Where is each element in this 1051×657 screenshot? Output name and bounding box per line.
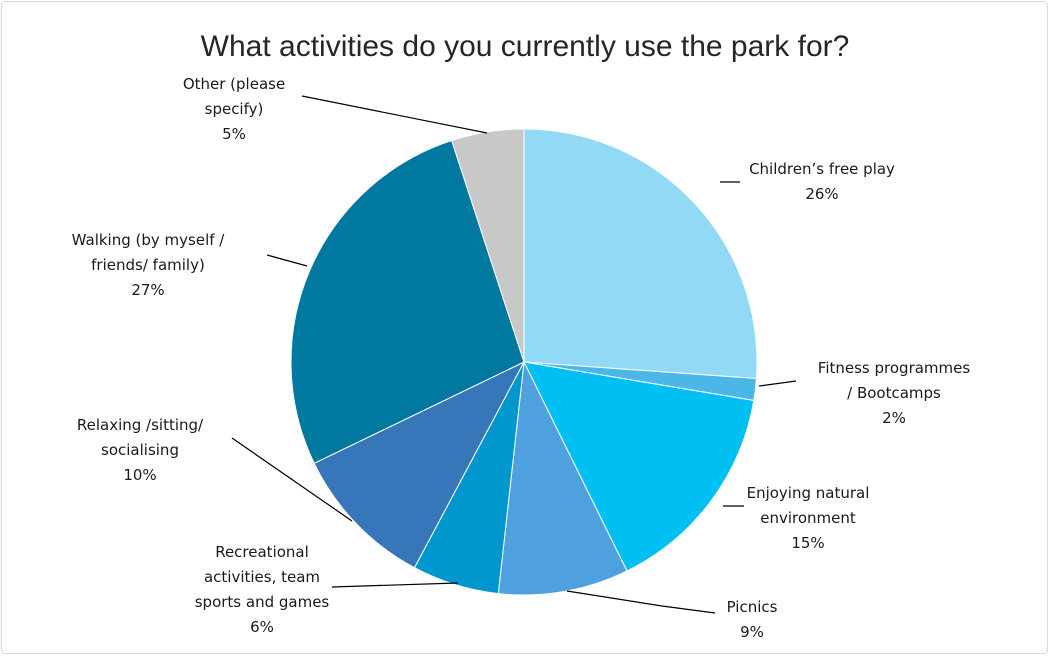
pie-slices (290, 128, 758, 596)
pie-slice (451, 128, 525, 363)
leader-line (566, 590, 716, 614)
slice-label-line: Enjoying natural (747, 484, 870, 502)
leader-line (758, 380, 797, 387)
slice-label-line: Children’s free play (749, 160, 895, 178)
slice-value-label: 10% (123, 466, 156, 484)
slice-label-line: / Bootcamps (847, 384, 941, 402)
chart-title: What activities do you currently use the… (201, 30, 850, 63)
pie-slice (290, 139, 525, 464)
pie-slice (523, 128, 758, 380)
slice-value-label: 26% (805, 185, 838, 203)
slice-label-line: activities, team (204, 568, 320, 586)
slice-label: Other (please specify) 5% (183, 75, 285, 143)
slice-label: Picnics 9% (727, 598, 778, 641)
slice-value-label: 9% (740, 623, 764, 641)
slice-label-line: Picnics (727, 598, 778, 616)
slice-value-label: 27% (131, 281, 164, 299)
slice-value-label: 6% (250, 618, 274, 636)
slice-label: Walking (by myself / friends/ family) 27% (72, 231, 226, 299)
slice-label-line: friends/ family) (91, 256, 205, 274)
slice-label: Enjoying natural environment 15% (747, 484, 870, 552)
slice-label-line: Other (please (183, 75, 285, 93)
slice-label-line: socialising (101, 441, 179, 459)
slice-value-label: 5% (222, 125, 246, 143)
leader-line (266, 254, 308, 267)
leader-line (231, 437, 353, 522)
slice-label: Recreational activities, team sports and g… (195, 543, 330, 636)
slice-label-line: environment (760, 509, 856, 527)
slice-label-line: Recreational (215, 543, 309, 561)
slice-value-label: 15% (791, 534, 824, 552)
slice-label: Fitness programmes / Bootcamps 2% (818, 359, 971, 427)
slice-label-line: sports and games (195, 593, 330, 611)
pie-slice (497, 360, 628, 596)
slice-label: Children’s free play 26% (749, 160, 895, 203)
leader-line (331, 582, 459, 588)
pie-slice (523, 361, 755, 572)
slice-labels: Children’s free play 26% Fitness programme… (72, 75, 971, 641)
leader-lines (231, 95, 797, 614)
slice-label: Relaxing /sitting/socialising 10% (77, 416, 204, 484)
slice-label-line: Walking (by myself / (72, 231, 226, 249)
pie-slice (313, 360, 526, 569)
slice-label-line: specify) (205, 100, 264, 118)
leader-line (301, 95, 488, 134)
slice-label-line: Relaxing /sitting/ (77, 416, 204, 434)
slice-label-line: Fitness programmes (818, 359, 971, 377)
slice-value-label: 2% (882, 409, 906, 427)
